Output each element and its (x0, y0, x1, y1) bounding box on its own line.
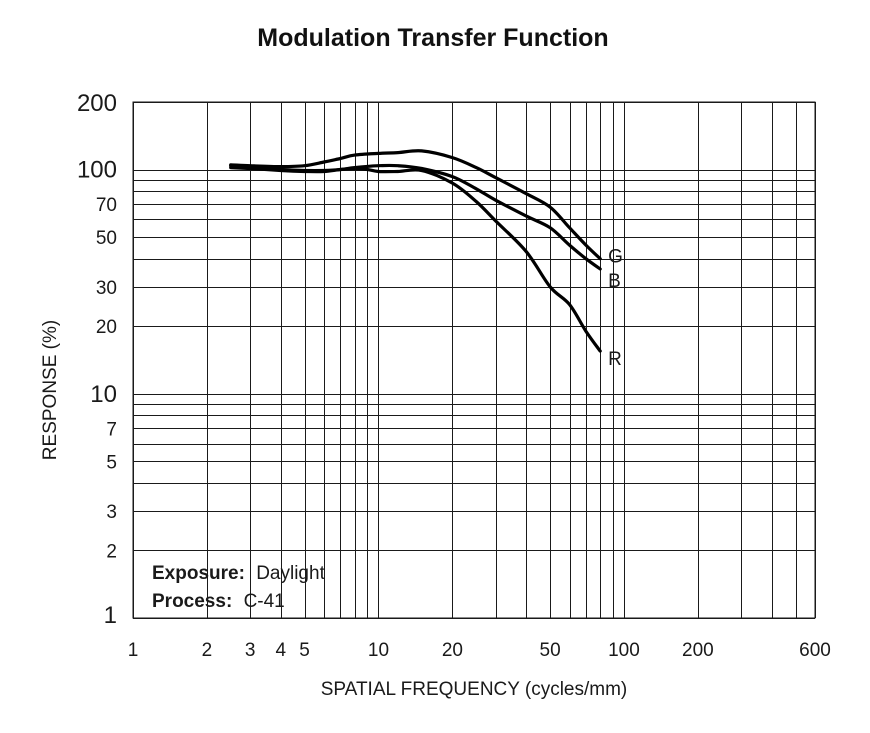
y-tick-label: 5 (106, 452, 117, 473)
x-tick-label: 5 (299, 640, 310, 661)
x-tick-label: 1 (128, 640, 139, 661)
process-note: Process: C-41 (152, 591, 285, 612)
y-tick-label: 70 (96, 195, 117, 216)
x-tick-label: 3 (245, 640, 256, 661)
x-tick-label: 600 (799, 640, 831, 661)
x-axis-ticks: 1 2 3 4 5 10 20 50 100 200 600 (128, 640, 831, 661)
y-tick-label: 2 (106, 541, 117, 562)
x-tick-label: 200 (682, 640, 714, 661)
series-label-r: R (608, 349, 622, 370)
process-label: Process: (152, 591, 232, 612)
x-tick-label: 20 (442, 640, 463, 661)
exposure-label: Exposure: (152, 563, 245, 584)
x-axis-label: SPATIAL FREQUENCY (cycles/mm) (321, 679, 628, 700)
series-curves (229, 149, 602, 353)
x-tick-label: 2 (202, 640, 213, 661)
y-tick-label: 200 (77, 90, 117, 117)
exposure-note: Exposure: Daylight (152, 563, 326, 584)
process-value: C-41 (244, 591, 285, 612)
x-tick-label: 50 (540, 640, 561, 661)
y-tick-label: 30 (96, 278, 117, 299)
y-tick-label: 1 (104, 602, 117, 629)
x-tick-label: 100 (608, 640, 640, 661)
grid-lines (133, 102, 816, 619)
series-line-r (229, 166, 602, 353)
exposure-value: Daylight (256, 563, 325, 584)
y-tick-label: 7 (106, 419, 117, 440)
x-tick-label: 10 (368, 640, 389, 661)
y-axis-ticks: 1 2 3 5 7 10 20 30 50 70 100 200 (77, 90, 117, 629)
y-tick-label: 50 (96, 228, 117, 249)
series-label-b: B (608, 271, 621, 292)
plot-frame (132, 101, 816, 619)
x-tick-label: 4 (276, 640, 287, 661)
y-tick-label: 100 (77, 157, 117, 184)
series-labels: GB R (608, 247, 623, 370)
y-tick-label: 3 (106, 502, 117, 523)
y-axis-label: RESPONSE (%) (40, 320, 61, 460)
series-label-g: G (608, 247, 623, 268)
condition-notes: Exposure: Daylight Process: C-41 (152, 563, 326, 612)
y-tick-label: 10 (90, 381, 117, 408)
series-line-g (229, 149, 602, 261)
chart-title: Modulation Transfer Function (257, 24, 608, 52)
y-tick-label: 20 (96, 317, 117, 338)
